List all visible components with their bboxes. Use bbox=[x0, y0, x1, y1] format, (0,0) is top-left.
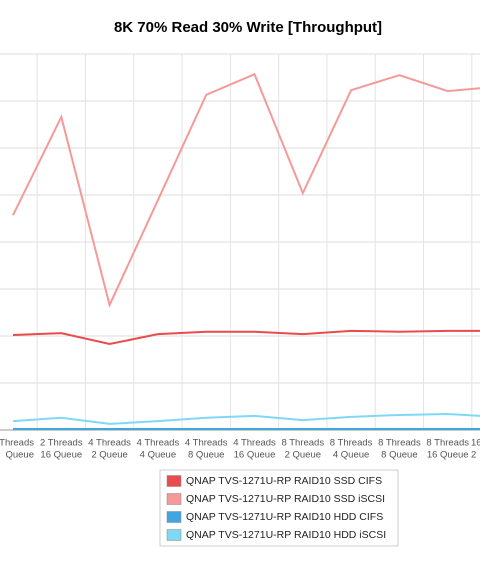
series-line bbox=[12, 413, 480, 425]
x-tick-label: 4 Threads bbox=[88, 438, 131, 449]
x-tick-label: 4 Threads bbox=[233, 438, 276, 449]
x-tick-label: 16 Queue bbox=[40, 450, 82, 461]
x-tick-label: 4 Threads bbox=[137, 438, 180, 449]
legend-text: QNAP TVS-1271U-RP RAID10 HDD iSCSI bbox=[186, 529, 386, 541]
x-tick-label: 4 Queue bbox=[333, 450, 369, 461]
legend-text: QNAP TVS-1271U-RP RAID10 SSD iSCSI bbox=[186, 493, 385, 505]
x-tick-label: 8 Queue bbox=[381, 450, 417, 461]
legend-swatch bbox=[166, 475, 182, 487]
legend-text: QNAP TVS-1271U-RP RAID10 HDD CIFS bbox=[186, 511, 383, 523]
x-tick-label: 8 Threads bbox=[378, 438, 421, 449]
legend-swatch bbox=[166, 511, 182, 523]
x-tick-label: 2 Queue bbox=[285, 450, 321, 461]
x-tick-label: 2 Threads bbox=[40, 438, 83, 449]
chart-title: 8K 70% Read 30% Write [Throughput] bbox=[114, 19, 382, 36]
series-line bbox=[12, 72, 480, 308]
x-tick-label: Queue bbox=[5, 450, 34, 461]
legend-swatch bbox=[166, 493, 182, 505]
x-tick-label: 8 Queue bbox=[188, 450, 224, 461]
x-tick-label: 2 bbox=[471, 450, 476, 461]
legend-box bbox=[159, 469, 399, 547]
x-tick-label: 8 Threads bbox=[330, 438, 373, 449]
x-tick-label: 4 Queue bbox=[140, 450, 176, 461]
x-tick-label: 16 Queue bbox=[234, 450, 276, 461]
legend-swatch bbox=[166, 529, 182, 541]
legend-text: QNAP TVS-1271U-RP RAID10 SSD CIFS bbox=[186, 475, 382, 487]
x-tick-label: 16 Queue bbox=[427, 450, 469, 461]
x-tick-label: 16 bbox=[471, 438, 480, 449]
series-line bbox=[12, 329, 480, 346]
x-tick-label: 4 Threads bbox=[185, 438, 228, 449]
x-tick-label: 2 Queue bbox=[91, 450, 127, 461]
x-tick-label: Threads bbox=[0, 438, 34, 449]
x-tick-label: 8 Threads bbox=[281, 438, 324, 449]
x-tick-label: 8 Threads bbox=[426, 438, 469, 449]
